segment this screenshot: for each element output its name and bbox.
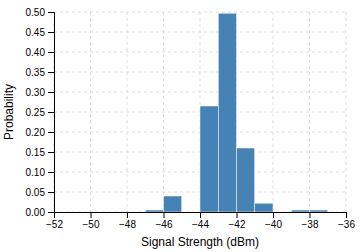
y-tick-label: 0.05 xyxy=(26,187,46,198)
x-tick-label: −38 xyxy=(302,219,319,230)
x-tick: −40 xyxy=(265,212,282,230)
y-tick-label: 0.40 xyxy=(26,47,46,58)
y-tick-mark xyxy=(48,192,54,193)
x-tick: −36 xyxy=(338,212,355,230)
y-tick: 0.50 xyxy=(26,7,54,18)
x-axis-title: Signal Strength (dBm) xyxy=(141,235,259,249)
x-tick: −48 xyxy=(119,212,136,230)
x-tick-label: −36 xyxy=(338,219,355,230)
x-tick-mark xyxy=(164,212,165,218)
y-tick: 0.00 xyxy=(26,207,54,218)
y-tick-mark xyxy=(48,52,54,53)
x-tick: −44 xyxy=(192,212,209,230)
bar xyxy=(182,212,200,213)
x-tick-label: −50 xyxy=(83,219,100,230)
bar xyxy=(291,210,309,212)
y-tick-mark xyxy=(48,112,54,113)
x-axis-line xyxy=(55,213,347,219)
y-tick-mark xyxy=(48,92,54,93)
bar xyxy=(164,196,182,212)
bar xyxy=(218,13,236,212)
x-tick-label: −48 xyxy=(119,219,136,230)
y-tick-label: 0.15 xyxy=(26,147,46,158)
y-tick: 0.45 xyxy=(26,27,54,38)
x-tick: −38 xyxy=(302,212,319,230)
y-grid-line xyxy=(54,72,346,73)
y-tick-label: 0.25 xyxy=(26,107,46,118)
bar xyxy=(109,212,127,213)
x-tick-mark xyxy=(127,212,128,218)
y-tick-label: 0.10 xyxy=(26,167,46,178)
y-tick-mark xyxy=(48,72,54,73)
x-tick-mark xyxy=(310,212,311,218)
x-tick: −52 xyxy=(46,212,63,230)
bar xyxy=(310,210,328,212)
y-grid-line xyxy=(54,32,346,33)
y-tick: 0.30 xyxy=(26,87,54,98)
x-tick: −50 xyxy=(83,212,100,230)
y-grid-line xyxy=(54,12,346,13)
bar xyxy=(328,212,346,213)
bar xyxy=(200,106,218,212)
y-axis: 0.00 0.05 0.10 0.15 0.20 0.25 0.30 0.35 0.40 0.45… xyxy=(26,7,55,218)
y-tick-label: 0.00 xyxy=(26,207,46,218)
bar xyxy=(255,203,273,212)
x-tick-label: −46 xyxy=(156,219,173,230)
y-tick-mark xyxy=(48,172,54,173)
x-tick-label: −52 xyxy=(46,219,63,230)
bar xyxy=(273,212,291,213)
x-tick-mark xyxy=(91,212,92,218)
y-tick: 0.20 xyxy=(26,127,54,138)
bars xyxy=(145,13,328,212)
y-tick-mark xyxy=(48,152,54,153)
x-tick-label: −42 xyxy=(229,219,246,230)
y-tick: 0.25 xyxy=(26,107,54,118)
y-tick: 0.10 xyxy=(26,167,54,178)
bar xyxy=(91,212,109,213)
plot: −52−50−48−46−44−42−40−38−360.000.050.100… xyxy=(26,7,356,230)
y-tick-mark xyxy=(48,12,54,13)
x-tick-label: −40 xyxy=(265,219,282,230)
x-tick: −46 xyxy=(156,212,173,230)
y-tick-label: 0.45 xyxy=(26,27,46,38)
y-tick-mark xyxy=(48,32,54,33)
y-axis-line xyxy=(48,13,55,213)
bar xyxy=(72,212,90,213)
bar xyxy=(127,212,145,213)
y-tick: 0.35 xyxy=(26,67,54,78)
chart: −52−50−48−46−44−42−40−38−360.000.050.100… xyxy=(0,0,360,252)
bar xyxy=(54,212,72,213)
y-axis-title: Probability xyxy=(2,84,16,140)
x-tick: −42 xyxy=(229,212,246,230)
x-axis: −52 −50 −48 −46 −44 −42 −40 −38 −36 xyxy=(46,212,355,230)
bar xyxy=(145,210,163,212)
x-grid-line xyxy=(309,12,310,212)
x-tick-mark xyxy=(237,212,238,218)
x-tick-mark xyxy=(200,212,201,218)
x-tick-mark xyxy=(346,212,347,218)
y-grid-line xyxy=(54,92,346,93)
y-grid-line xyxy=(54,52,346,53)
y-tick-label: 0.50 xyxy=(26,7,46,18)
y-tick-mark xyxy=(48,212,54,213)
y-tick-mark xyxy=(48,132,54,133)
bar xyxy=(237,148,255,212)
y-tick: 0.40 xyxy=(26,47,54,58)
grid xyxy=(54,12,346,212)
y-tick-label: 0.20 xyxy=(26,127,46,138)
y-tick-label: 0.35 xyxy=(26,67,46,78)
y-tick-label: 0.30 xyxy=(26,87,46,98)
y-tick: 0.05 xyxy=(26,187,54,198)
x-tick-label: −44 xyxy=(192,219,209,230)
x-tick-mark xyxy=(273,212,274,218)
y-tick: 0.15 xyxy=(26,147,54,158)
